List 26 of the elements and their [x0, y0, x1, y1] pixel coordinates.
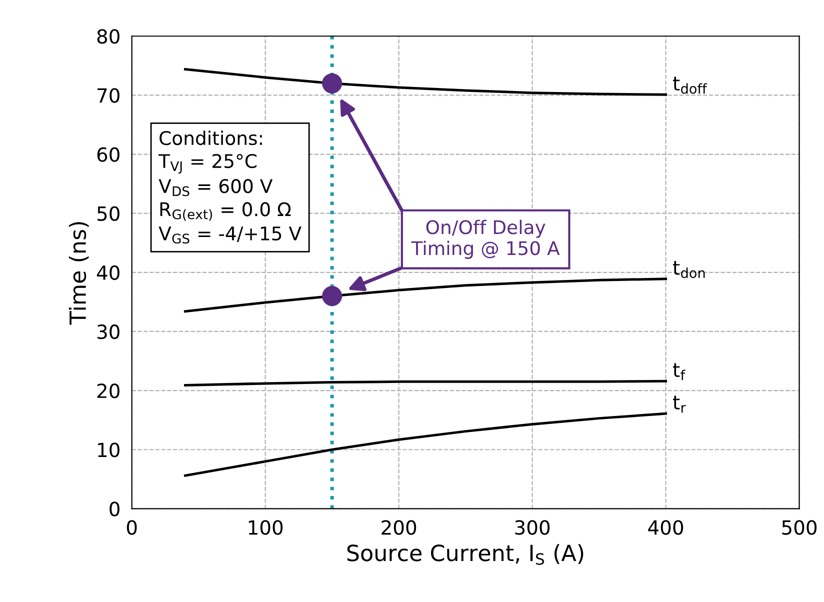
- y-tick-label: 0: [110, 502, 120, 516]
- y-axis-title: Time (ns): [68, 222, 89, 325]
- x-tick-label: 500: [782, 520, 817, 535]
- series-label: t$_{don}$: [672, 261, 705, 278]
- series-label: t$_{doff}$: [672, 76, 708, 94]
- x-axis-title: Source Current, I$_{S}$ (A): [347, 544, 584, 565]
- y-tick-label: 30: [97, 324, 120, 340]
- x-tick-label: 100: [248, 520, 283, 535]
- y-tick-label: 80: [97, 29, 120, 44]
- y-tick-label: 70: [98, 88, 120, 103]
- line-series: [184, 412, 668, 477]
- series-label: t$_{f}$: [672, 363, 686, 380]
- x-tick-label: 400: [648, 520, 684, 535]
- x-tick-label: 0: [126, 520, 137, 535]
- x-tick-label: 300: [515, 520, 550, 535]
- series-label: t$_{r}$: [672, 396, 686, 413]
- line-series: [184, 278, 668, 313]
- y-tick-label: 40: [96, 265, 120, 280]
- y-tick-label: 10: [98, 442, 120, 458]
- x-tick-label: 200: [382, 520, 416, 535]
- text: Conditions: T$_{VJ}$ = 25°C V$_{DS}$ = 600 V R$_{G(ext)}$ = 0.0 Ω V$_{GS}$ = -4/+15 V: [158, 130, 302, 244]
- annotation: On/Off Delay Timing @ 150 A: [411, 220, 560, 259]
- y-tick-label: 20: [97, 384, 120, 398]
- line-series: [184, 68, 668, 96]
- y-tick-label: 60: [97, 147, 120, 162]
- y-tick-label: 50: [97, 206, 120, 221]
